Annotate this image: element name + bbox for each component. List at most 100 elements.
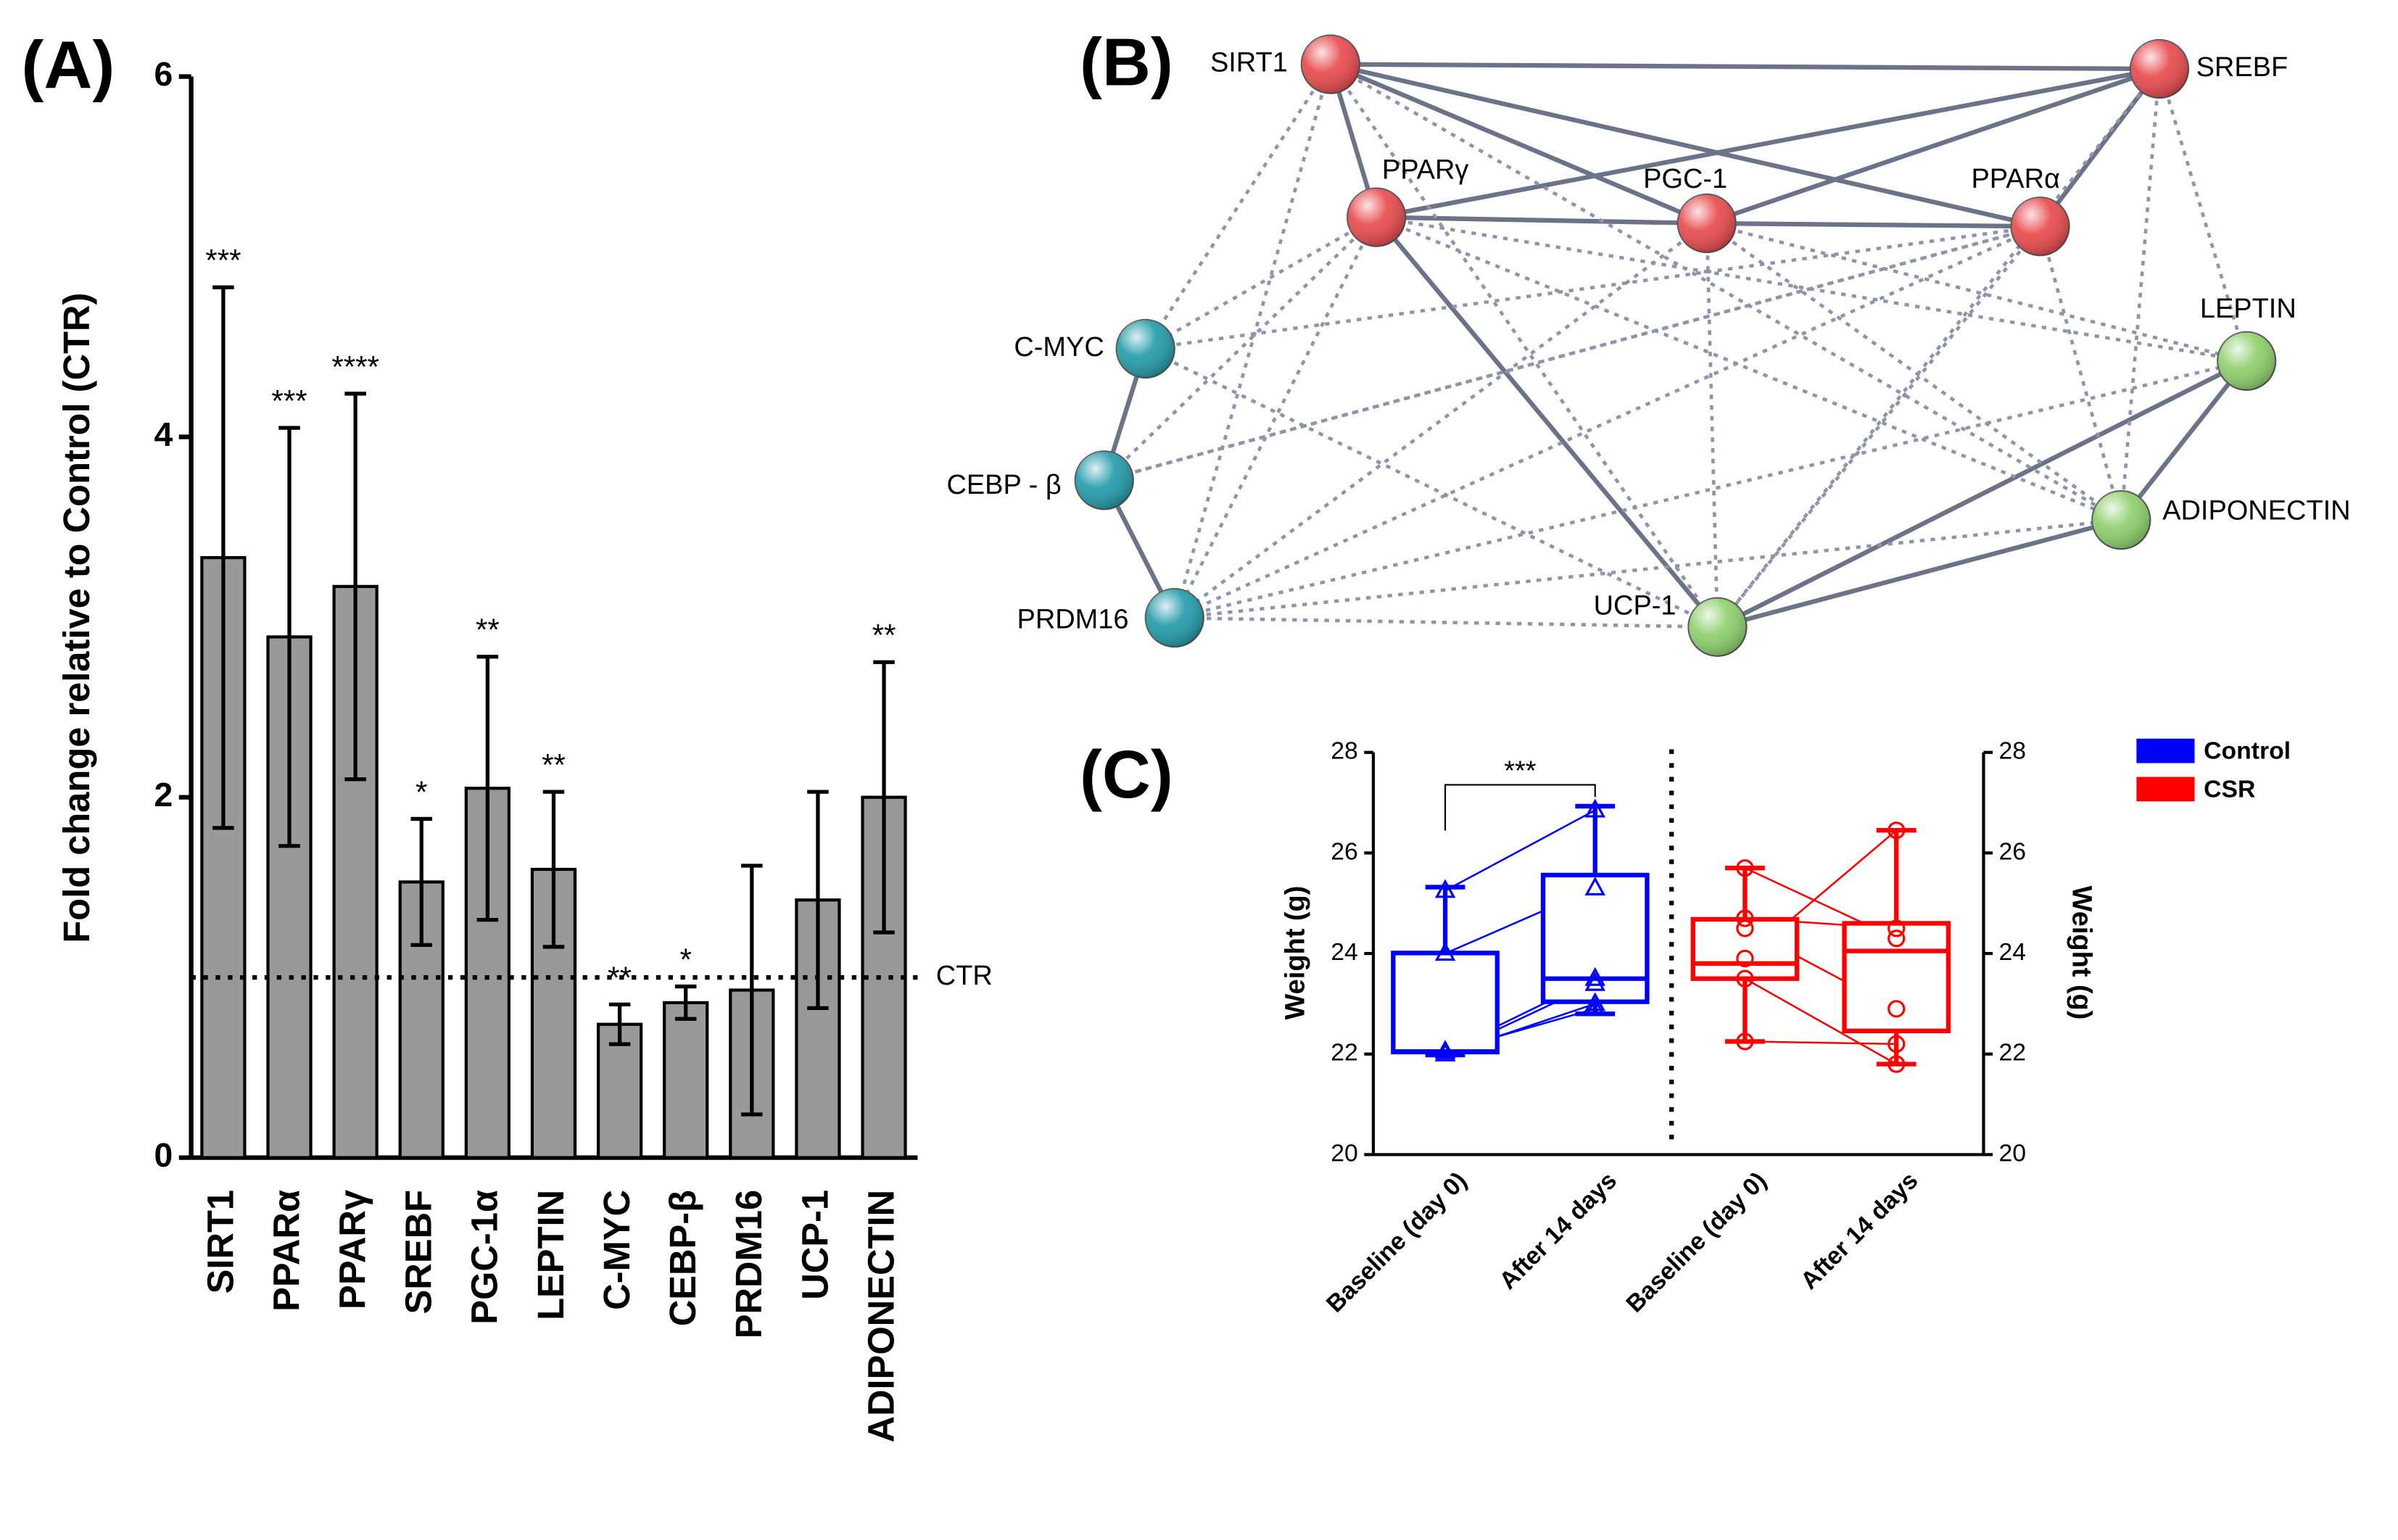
data-point — [1736, 919, 1754, 937]
x-tick-label: ADIPONECTIN — [860, 1190, 901, 1443]
network-edge — [1173, 216, 1378, 619]
x-tick-label: SREBF — [398, 1190, 439, 1315]
network-edge — [1330, 62, 2160, 72]
network-node-shine — [2092, 491, 2151, 550]
node-label: C-MYC — [1014, 332, 1104, 363]
network-edge — [1376, 215, 2122, 522]
panel-label: (C) — [1080, 737, 1173, 812]
data-point — [1584, 992, 1606, 1011]
data-point — [1888, 1000, 1906, 1018]
data-point — [1736, 969, 1754, 988]
data-point — [1584, 877, 1606, 895]
x-tick-label: Baseline (day 0) — [1621, 1167, 1772, 1318]
y-axis-label: Fold change relative to Control (CTR) — [56, 293, 97, 943]
network-edge — [2119, 68, 2162, 521]
network-node-shine — [1347, 188, 1406, 247]
network-edge — [1174, 359, 2247, 620]
x-tick-label: LEPTIN — [530, 1190, 571, 1320]
significance-label: *** — [271, 384, 307, 418]
data-point — [1584, 972, 1606, 991]
node-label: CEBP - β — [946, 470, 1061, 500]
y-axis-label: Weight (g) — [1281, 886, 1311, 1020]
data-point — [1888, 1035, 1906, 1053]
network-edge — [1716, 225, 2042, 629]
network-edge — [1716, 518, 2122, 629]
pair-line — [1745, 1040, 1897, 1046]
y-tick-label: 6 — [154, 55, 173, 93]
y2-tick-label: 28 — [1999, 737, 2027, 765]
data-point — [1584, 997, 1606, 1017]
significance-bracket — [1444, 784, 1596, 831]
network-edge — [1145, 224, 2041, 351]
node-label: PRDM16 — [1017, 604, 1129, 634]
network-edge — [1706, 221, 2247, 363]
x-tick-label: PPARα — [265, 1190, 307, 1312]
network-node-shine — [1075, 451, 1133, 510]
network-edge — [1144, 347, 1719, 629]
x-tick-label: C-MYC — [596, 1190, 637, 1310]
network-edge — [1376, 66, 2160, 220]
network-edge — [1329, 62, 1708, 225]
significance-label: ** — [542, 748, 566, 782]
panel-label: (A) — [22, 28, 115, 103]
x-tick-label: After 14 days — [1494, 1167, 1622, 1295]
network-node-shine — [2130, 39, 2189, 99]
node-label: LEPTIN — [2200, 294, 2296, 324]
data-point — [1434, 1042, 1456, 1061]
legend-swatch — [2136, 777, 2195, 802]
network-edge — [1374, 215, 1719, 629]
significance-label: ** — [476, 613, 500, 647]
data-point — [1584, 966, 1606, 986]
node-label: UCP-1 — [1594, 590, 1676, 621]
data-point — [1736, 859, 1754, 877]
x-tick-label: SIRT1 — [199, 1190, 241, 1293]
x-tick-label: PPARγ — [332, 1190, 373, 1309]
network-edge — [1328, 63, 1719, 629]
legend-swatch — [2136, 738, 2195, 763]
x-tick-label: After 14 days — [1795, 1167, 1924, 1295]
node-label: PPARγ — [1382, 154, 1469, 185]
data-point — [1736, 909, 1754, 927]
network-edge — [2038, 225, 2123, 521]
x-tick-label: Baseline (day 0) — [1321, 1167, 1473, 1318]
data-point — [1888, 1055, 1906, 1073]
significance-label: ** — [872, 618, 896, 653]
network-edge — [1173, 225, 2041, 620]
network-edge — [1173, 222, 1708, 620]
data-point — [1736, 949, 1754, 968]
network-edge — [1705, 223, 1719, 627]
data-point — [1888, 919, 1906, 937]
node-label: PPARα — [1971, 164, 2059, 194]
y2-tick-label: 22 — [1999, 1039, 2027, 1067]
network-edge — [1144, 215, 1378, 350]
y-tick-label: 4 — [154, 415, 173, 453]
box — [1690, 916, 1800, 981]
network-edge — [1716, 67, 2161, 629]
x-tick-label: PRDM16 — [728, 1190, 769, 1338]
y-tick-label: 0 — [154, 1136, 173, 1174]
data-point — [1736, 1032, 1754, 1051]
legend-label: CSR — [2204, 775, 2255, 803]
significance-label: * — [679, 943, 691, 977]
x-tick-label: PGC-1α — [464, 1190, 505, 1325]
network-edge — [1376, 215, 1707, 226]
pair-line — [1444, 809, 1596, 892]
reference-label: CTR — [936, 961, 993, 991]
network-node-shine — [2217, 331, 2276, 390]
node-label: ADIPONECTIN — [2162, 496, 2350, 526]
network-edge — [1174, 518, 2122, 620]
bar — [663, 1001, 709, 1159]
data-point — [1888, 930, 1906, 948]
data-point — [1434, 1040, 1456, 1059]
y-tick-label: 24 — [1331, 938, 1358, 966]
y-tick-label: 22 — [1331, 1039, 1358, 1067]
network-edge — [1706, 67, 2161, 226]
bar — [596, 1022, 643, 1159]
box — [1391, 951, 1500, 1055]
y-tick-label: 2 — [154, 776, 173, 814]
network-node-shine — [2011, 197, 2070, 256]
data-point — [1434, 879, 1456, 898]
box — [1842, 921, 1951, 1034]
network-node-shine — [1116, 319, 1175, 378]
